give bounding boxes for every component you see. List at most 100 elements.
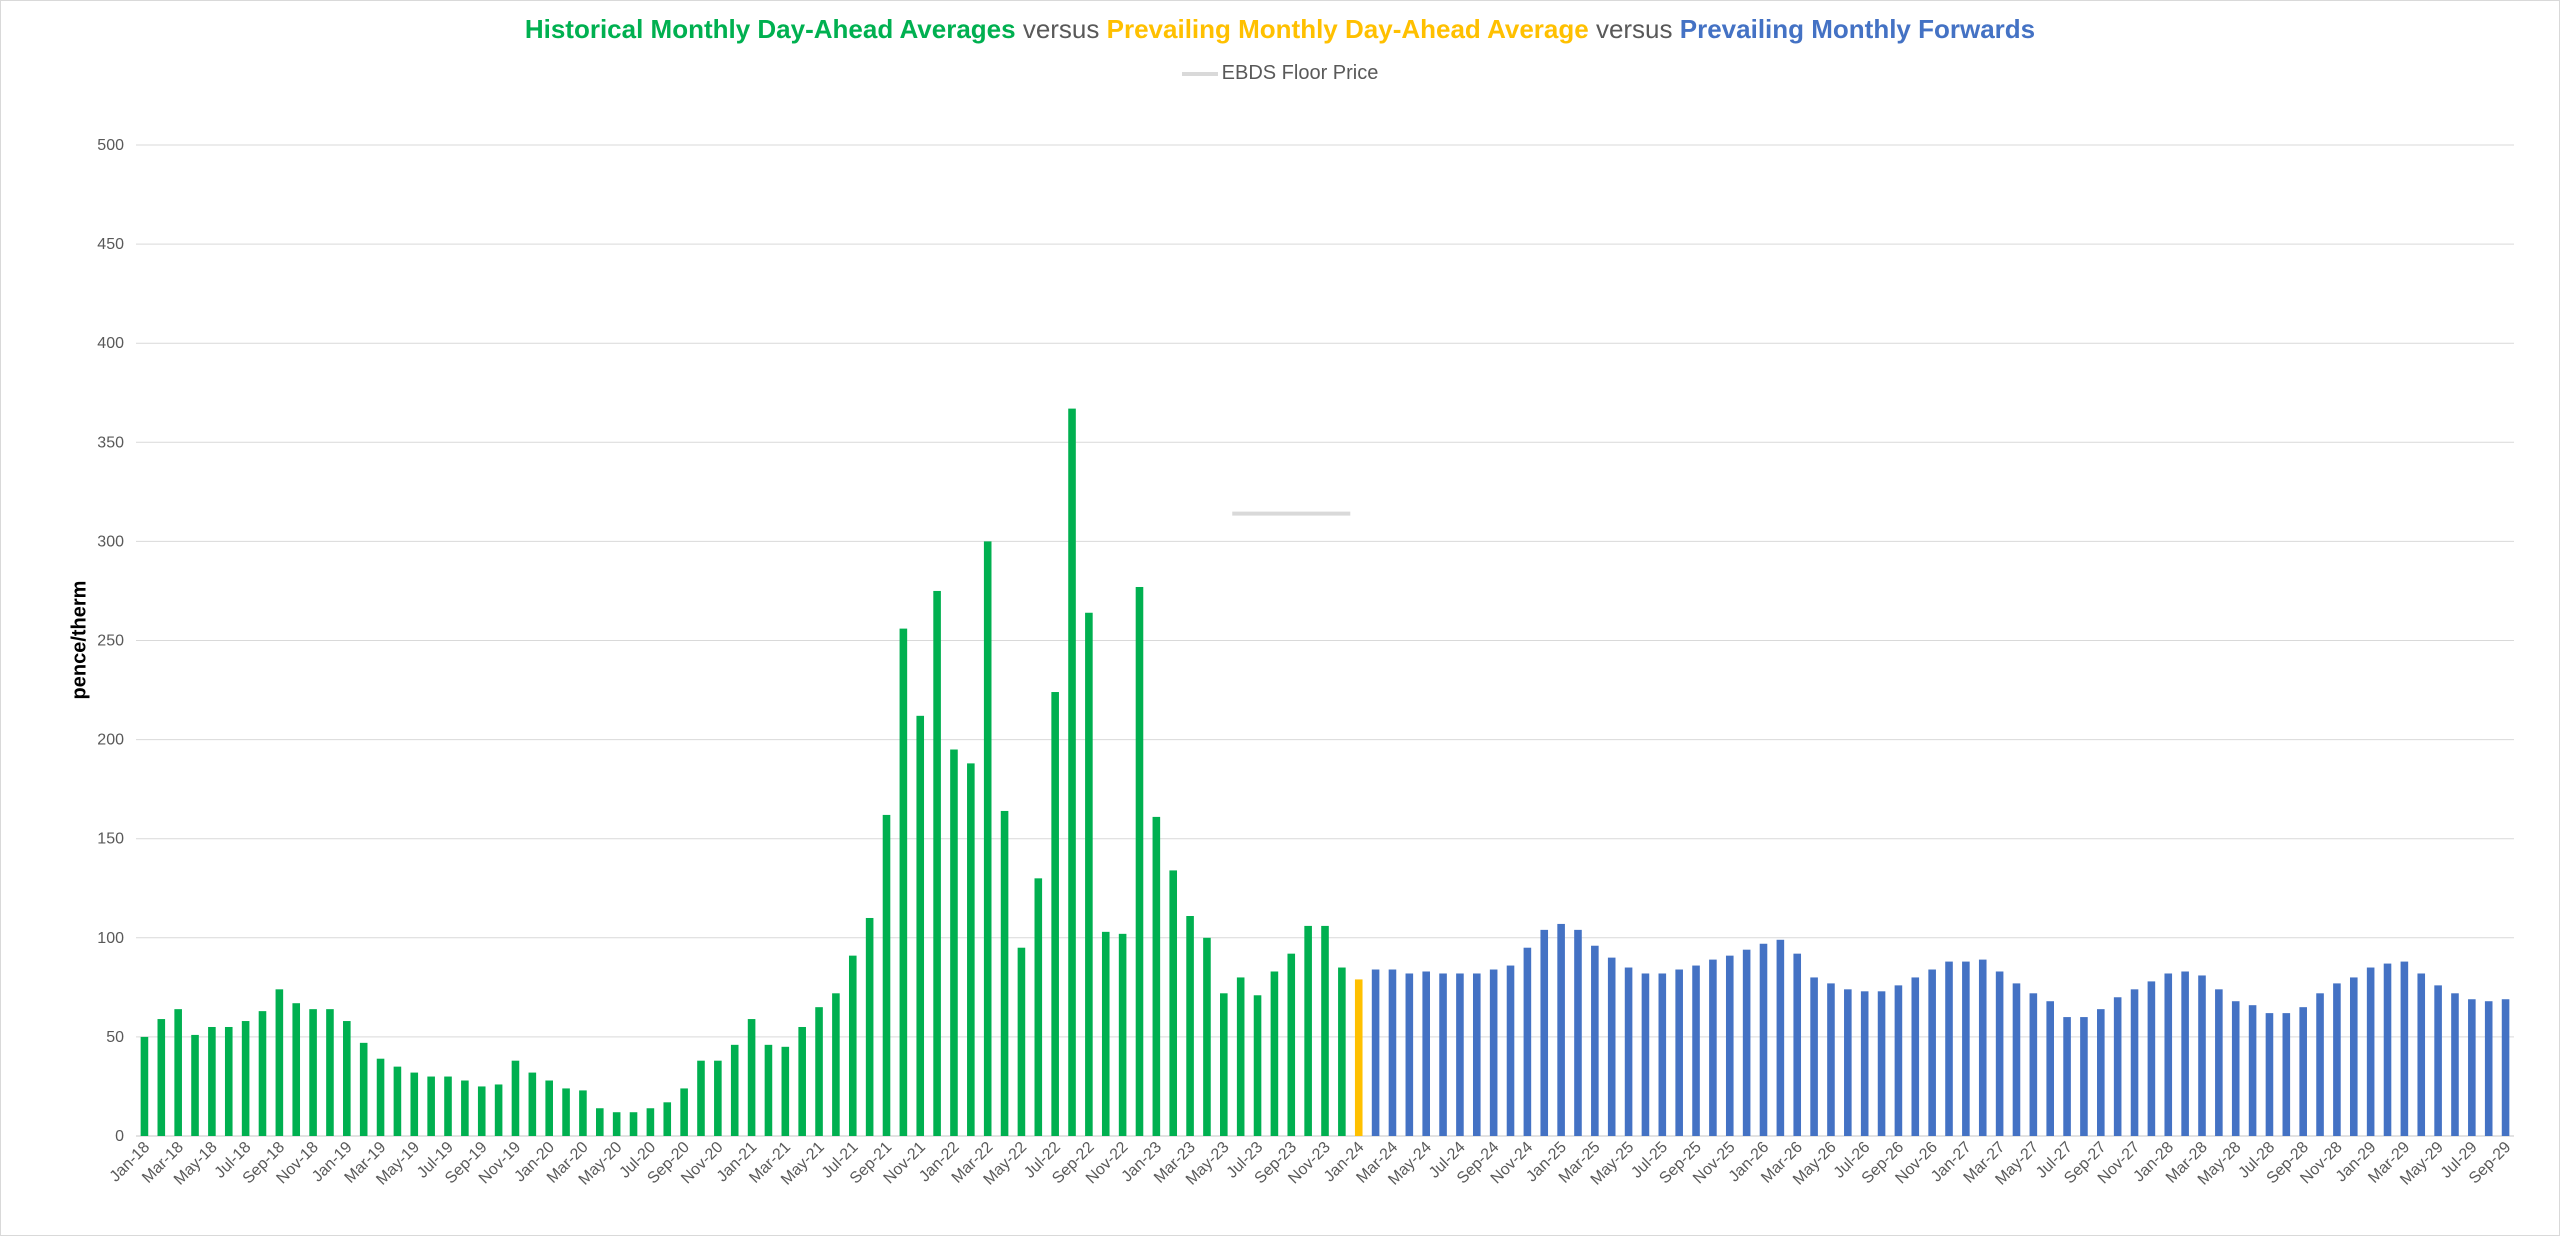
forward-bar xyxy=(2248,1005,2257,1136)
historical-bar xyxy=(882,814,891,1136)
forward-bar xyxy=(2012,983,2021,1136)
historical-bar xyxy=(224,1026,233,1136)
forward-bar xyxy=(1860,991,1869,1136)
historical-bar xyxy=(916,715,925,1136)
historical-bar xyxy=(1338,967,1346,1136)
forward-bar xyxy=(1557,923,1565,1136)
forward-bar xyxy=(2349,977,2358,1136)
forward-bar xyxy=(2316,993,2324,1136)
forward-bar xyxy=(1607,957,1616,1136)
y-tick-label: 450 xyxy=(97,236,124,253)
historical-bar xyxy=(714,1060,722,1136)
historical-bar xyxy=(629,1112,638,1136)
forward-bar xyxy=(2063,1017,2071,1136)
forward-bar xyxy=(2282,1013,2291,1136)
forward-bar xyxy=(2468,999,2476,1136)
forward-bar xyxy=(1911,977,1920,1136)
historical-bar xyxy=(933,590,941,1136)
historical-bar xyxy=(208,1026,216,1136)
historical-bar xyxy=(1321,925,1329,1136)
forward-bar xyxy=(2383,963,2392,1136)
historical-bar xyxy=(983,541,992,1136)
forward-bar xyxy=(1371,969,1380,1136)
historical-bar xyxy=(832,993,840,1136)
historical-bar xyxy=(241,1021,250,1136)
forward-bar xyxy=(2113,997,2122,1136)
historical-bar xyxy=(1236,977,1245,1136)
forward-bar xyxy=(2181,971,2189,1136)
forward-bar xyxy=(1439,973,1447,1136)
forward-bar xyxy=(1877,991,1886,1136)
y-axis-ticks: 0 50 100 150 200 250 300 350 400 450 500 xyxy=(97,137,124,1145)
historical-bar xyxy=(1304,925,1312,1136)
historical-bar xyxy=(1034,878,1043,1136)
forward-bar xyxy=(1709,959,1717,1136)
historical-bar xyxy=(697,1060,705,1136)
forward-bar xyxy=(2265,1013,2274,1136)
y-tick-label: 400 xyxy=(97,335,124,352)
historical-bar xyxy=(1220,993,1228,1136)
historical-bar xyxy=(646,1108,655,1136)
historical-bar xyxy=(596,1108,604,1136)
historical-bar xyxy=(427,1076,435,1136)
forward-bar xyxy=(2130,989,2139,1136)
forward-bar xyxy=(2029,993,2038,1136)
forward-bar xyxy=(2097,1009,2105,1136)
forward-bar xyxy=(1523,947,1532,1136)
historical-bar xyxy=(292,1003,301,1136)
forward-bar xyxy=(2164,973,2173,1136)
title-separator-1: versus xyxy=(1015,14,1107,44)
forward-bar xyxy=(1725,955,1734,1136)
forward-bar xyxy=(1759,943,1768,1136)
historical-bar xyxy=(848,955,857,1136)
historical-bar xyxy=(410,1072,419,1136)
y-tick-label: 100 xyxy=(97,930,124,947)
chart-legend: EBDS Floor Price xyxy=(0,62,2560,85)
historical-bar xyxy=(191,1034,199,1136)
historical-bar xyxy=(376,1058,385,1136)
historical-bar xyxy=(174,1009,182,1136)
historical-bar xyxy=(730,1044,739,1136)
historical-bar xyxy=(1186,916,1194,1136)
historical-bar xyxy=(477,1086,486,1136)
forward-bar xyxy=(1995,971,2004,1136)
historical-bar xyxy=(1135,586,1144,1136)
floor-price-legend-swatch xyxy=(1181,71,1218,76)
forward-bar xyxy=(1658,973,1667,1136)
y-tick-label: 350 xyxy=(97,434,124,451)
forward-bar xyxy=(1844,989,1852,1136)
historical-bar xyxy=(1017,947,1026,1136)
title-prevailing-da: Prevailing Monthly Day-Ahead Average xyxy=(1106,14,1589,44)
chart-title: Historical Monthly Day-Ahead Averages ve… xyxy=(0,14,2560,45)
historical-bar xyxy=(612,1112,621,1136)
historical-bar xyxy=(1169,870,1178,1136)
forward-bar xyxy=(1506,965,1515,1136)
forward-bar xyxy=(1776,939,1785,1136)
forward-bar xyxy=(1574,929,1582,1136)
historical-bar xyxy=(781,1046,790,1136)
historical-bar xyxy=(326,1009,334,1136)
forward-bar xyxy=(2400,961,2409,1136)
y-tick-label: 50 xyxy=(106,1029,124,1046)
forward-bar xyxy=(2198,975,2206,1136)
forward-bar xyxy=(1793,953,1802,1136)
y-tick-label: 250 xyxy=(97,633,124,650)
forward-bar xyxy=(1945,961,1953,1136)
historical-bar xyxy=(950,749,958,1136)
historical-bar xyxy=(275,989,284,1136)
historical-bar xyxy=(663,1102,672,1136)
historical-bar xyxy=(764,1044,773,1136)
historical-bar xyxy=(1085,612,1093,1136)
historical-bar xyxy=(461,1080,469,1136)
forward-bar xyxy=(2215,989,2223,1136)
bars xyxy=(140,408,2510,1136)
forward-bar xyxy=(1928,969,1936,1136)
historical-bar xyxy=(798,1026,806,1136)
y-tick-label: 300 xyxy=(97,533,124,550)
historical-bar xyxy=(815,1007,823,1136)
historical-bar xyxy=(528,1072,537,1136)
historical-bar xyxy=(1203,937,1211,1136)
historical-bar xyxy=(747,1019,756,1136)
forward-bar xyxy=(1894,985,1903,1136)
